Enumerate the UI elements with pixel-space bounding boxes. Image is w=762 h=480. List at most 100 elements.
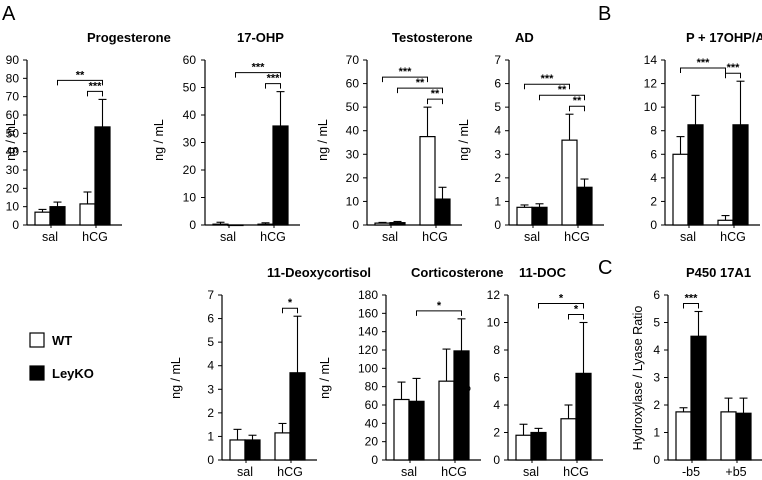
y-axis-label: ng / mL [318, 357, 332, 399]
y-tick-label: 12 [644, 77, 658, 91]
y-axis-label: ng / mL [457, 357, 471, 399]
significance-label: *** [541, 73, 555, 85]
bar-wt-hcg [274, 432, 291, 461]
bar-leyko-sal [408, 400, 425, 461]
y-tick-label: 5 [494, 100, 501, 114]
chart-title: Corticosterone [411, 265, 503, 280]
significance-bracket [265, 83, 281, 89]
x-tick-label: -b5 [682, 465, 700, 479]
legend-item-leyko: LeyKO [29, 365, 94, 381]
significance-label: *** [685, 293, 699, 305]
y-tick-label: 10 [487, 316, 501, 330]
y-tick-label: 40 [6, 145, 20, 159]
bar-leyko-sal [244, 439, 261, 461]
y-tick-label: 0 [494, 218, 501, 232]
bar-leyko-sal [49, 206, 66, 226]
significance-label: ** [76, 69, 85, 81]
y-tick-label: 6 [207, 312, 214, 326]
legend: WT LeyKO [29, 332, 94, 381]
y-tick-label: 0 [12, 218, 19, 232]
y-tick-label: 50 [183, 81, 197, 95]
y-axis-label: ng / mL [316, 119, 330, 161]
bar-leyko-hcg [434, 198, 451, 226]
significance-bracket [57, 79, 103, 86]
significance-bracket [538, 303, 584, 309]
chart-title: AD [515, 30, 534, 45]
y-tick-label: 20 [6, 181, 20, 195]
y-tick-label: 60 [365, 398, 379, 412]
chart-ohp17: 17-OHP ng / mL 0 10 20 30 40 50 60 sal hCG ****** [152, 30, 300, 244]
significance-label: ** [558, 84, 567, 96]
y-tick-label: 20 [183, 163, 197, 177]
significance-label: ** [573, 95, 582, 107]
y-tick-label: 100 [358, 361, 378, 375]
bar-wt-sal [515, 434, 532, 461]
chart-title: 11-Deoxycortisol [267, 265, 371, 280]
y-tick-label: 10 [346, 194, 360, 208]
significance-label: *** [697, 57, 711, 69]
y-tick-label: 0 [189, 218, 196, 232]
significance-bracket [568, 314, 584, 320]
y-tick-label: 1 [207, 429, 214, 443]
significance-label: *** [399, 66, 413, 78]
y-axis-label: ng / mL [169, 357, 183, 399]
y-tick-label: 4 [653, 343, 660, 357]
y-tick-label: 20 [365, 435, 379, 449]
y-tick-label: 0 [371, 453, 378, 467]
y-tick-label: 0 [207, 453, 214, 467]
y-tick-label: 160 [358, 306, 378, 320]
y-tick-label: 0 [653, 453, 660, 467]
chart-progesterone: Progesterone ng / mL 0 10 20 30 40 50 60 70 80 90 sa… [4, 30, 171, 244]
x-tick-label: hCG [260, 230, 286, 244]
chart-title: P450 17A1 [686, 265, 751, 280]
significance-bracket [235, 72, 281, 78]
chart-ratio_b: P + 17OHP/AD + T 0 2 4 6 8 10 12 14 sal hCG *** *** [644, 30, 762, 244]
bar-wt-sal [229, 439, 246, 461]
y-tick-label: 30 [183, 136, 197, 150]
y-tick-label: 6 [650, 147, 657, 161]
significance-bracket [569, 105, 585, 112]
significance-bracket [397, 87, 443, 94]
bar-leyko-sal [389, 222, 406, 226]
bar-wt-sal [34, 211, 51, 226]
y-tick-label: 8 [650, 124, 657, 138]
y-tick-label: 140 [358, 325, 378, 339]
chart-title: Testosterone [392, 30, 473, 45]
y-tick-label: 180 [358, 288, 378, 302]
bar-leyko-sal [531, 206, 548, 226]
x-tick-label: sal [237, 465, 253, 479]
x-tick-label: hCG [564, 230, 590, 244]
x-tick-label: sal [680, 230, 696, 244]
bar-wt-hcg [438, 380, 455, 461]
x-tick-label: sal [401, 465, 417, 479]
significance-bracket [416, 310, 462, 316]
y-tick-label: 5 [207, 335, 214, 349]
y-tick-label: 60 [346, 77, 360, 91]
y-tick-label: 4 [494, 124, 501, 138]
x-tick-label: hCG [82, 230, 108, 244]
significance-bracket [282, 307, 298, 314]
panel-letter-c: C [598, 257, 612, 279]
y-tick-label: 120 [358, 343, 378, 357]
chart-title: Progesterone [87, 30, 171, 45]
y-tick-label: 40 [346, 124, 360, 138]
y-tick-label: 4 [493, 398, 500, 412]
x-tick-label: +b5 [725, 465, 746, 479]
significance-bracket [382, 76, 428, 83]
y-tick-label: 60 [183, 53, 197, 67]
y-tick-label: 3 [653, 371, 660, 385]
x-tick-label: sal [524, 230, 540, 244]
significance-label: ** [431, 88, 440, 100]
y-tick-label: 2 [653, 398, 660, 412]
x-tick-label: hCG [720, 230, 746, 244]
x-tick-label: sal [382, 230, 398, 244]
legend-swatch-leyko [29, 365, 45, 381]
y-tick-label: 10 [6, 200, 20, 214]
bar-wt-sal [374, 222, 391, 226]
legend-swatch-wt [29, 332, 45, 348]
bar-wt-hcg [419, 136, 436, 226]
significance-bracket [680, 67, 726, 73]
bar-wt-b5 [720, 411, 737, 461]
y-tick-label: 2 [650, 194, 657, 208]
